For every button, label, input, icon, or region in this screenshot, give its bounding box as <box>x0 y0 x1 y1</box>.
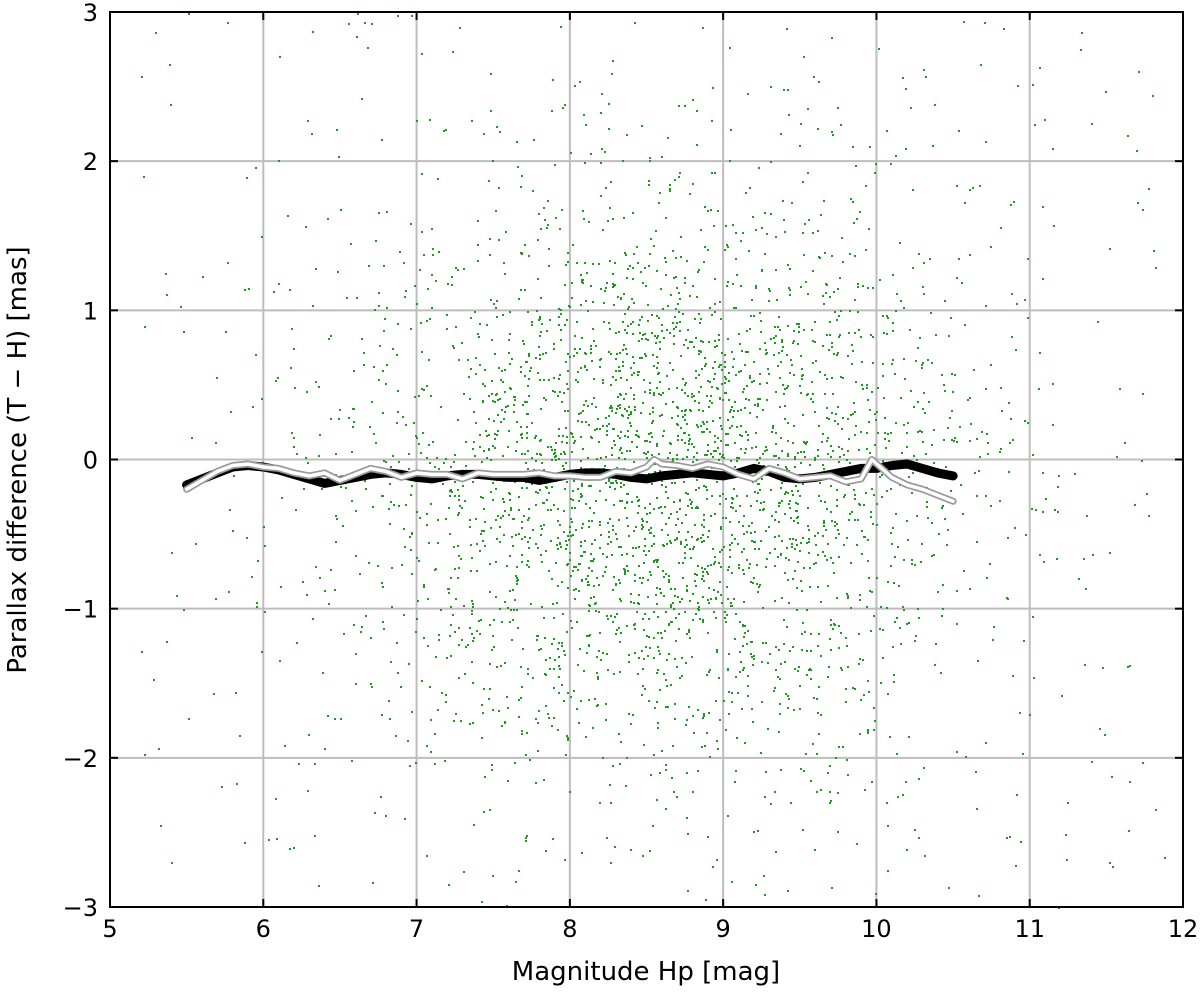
y-tick-label: −2 <box>63 745 98 773</box>
x-tick-label: 6 <box>256 915 271 943</box>
x-tick-label: 10 <box>861 915 892 943</box>
x-tick-label: 11 <box>1014 915 1045 943</box>
x-tick-label: 9 <box>716 915 731 943</box>
y-tick-label: −3 <box>63 894 98 922</box>
x-tick-label: 5 <box>102 915 117 943</box>
x-tick-label: 8 <box>562 915 577 943</box>
y-tick-label: 1 <box>83 297 98 325</box>
x-axis-label: Magnitude Hp [mag] <box>512 957 780 987</box>
y-tick-label: 3 <box>83 0 98 27</box>
series-lines <box>182 456 958 505</box>
y-tick-label: 0 <box>83 447 98 475</box>
y-tick-label: 2 <box>83 148 98 176</box>
series-line-white <box>184 457 955 504</box>
x-tick-label: 7 <box>409 915 424 943</box>
grid-lines <box>109 11 1184 908</box>
x-tick-label: 12 <box>1168 915 1199 943</box>
y-axis-label: Parallax difference (T − H) [mas] <box>3 246 33 673</box>
y-tick-label: −1 <box>63 596 98 624</box>
